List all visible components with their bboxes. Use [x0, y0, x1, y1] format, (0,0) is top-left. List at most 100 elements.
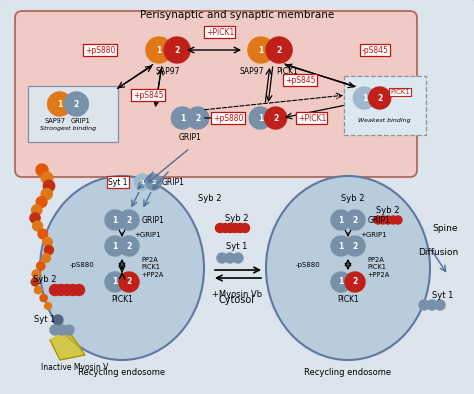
Circle shape	[266, 37, 292, 63]
Circle shape	[248, 37, 274, 63]
Circle shape	[32, 270, 40, 278]
Ellipse shape	[266, 176, 430, 360]
Ellipse shape	[40, 176, 204, 360]
Text: Syt 1: Syt 1	[432, 290, 453, 299]
Text: 1: 1	[57, 100, 62, 108]
Text: +pS880: +pS880	[213, 113, 243, 123]
Text: 1: 1	[112, 242, 118, 251]
Text: Syb 2: Syb 2	[341, 193, 365, 203]
Text: PICK1: PICK1	[367, 264, 386, 270]
Text: Recycling endosome: Recycling endosome	[304, 368, 392, 377]
Circle shape	[384, 216, 392, 224]
Circle shape	[331, 236, 351, 256]
Circle shape	[64, 325, 74, 335]
Circle shape	[225, 253, 235, 263]
Text: Syt 1: Syt 1	[34, 316, 55, 325]
Circle shape	[31, 278, 39, 286]
Circle shape	[331, 210, 351, 230]
Circle shape	[57, 325, 67, 335]
Circle shape	[67, 284, 79, 296]
Text: PP2A: PP2A	[141, 257, 158, 263]
Circle shape	[55, 284, 66, 296]
Circle shape	[379, 216, 387, 224]
Circle shape	[171, 107, 193, 129]
Text: SAP97: SAP97	[156, 67, 180, 76]
Circle shape	[45, 245, 54, 255]
Circle shape	[119, 272, 139, 292]
Text: +PP2A: +PP2A	[367, 272, 389, 278]
Circle shape	[38, 229, 47, 239]
Circle shape	[47, 92, 72, 116]
Text: Spine: Spine	[432, 223, 458, 232]
Circle shape	[64, 92, 88, 116]
Circle shape	[230, 223, 239, 232]
Circle shape	[217, 253, 227, 263]
Circle shape	[41, 188, 52, 199]
Circle shape	[233, 253, 243, 263]
Text: 2: 2	[273, 113, 278, 123]
FancyBboxPatch shape	[15, 11, 417, 177]
Text: Syt 1: Syt 1	[108, 178, 128, 186]
Circle shape	[36, 262, 45, 270]
Text: GRIP1: GRIP1	[71, 118, 91, 124]
Text: 2: 2	[276, 45, 282, 54]
Circle shape	[345, 210, 365, 230]
Polygon shape	[50, 330, 85, 360]
Text: +pS845: +pS845	[133, 91, 163, 100]
Text: 1: 1	[180, 113, 185, 123]
Text: +GRIP1: +GRIP1	[134, 232, 161, 238]
Text: 2: 2	[352, 216, 357, 225]
Circle shape	[369, 87, 391, 109]
Circle shape	[249, 107, 271, 129]
Text: PICK1: PICK1	[390, 89, 410, 95]
FancyBboxPatch shape	[344, 76, 426, 135]
Text: +PICK1: +PICK1	[298, 113, 326, 123]
Circle shape	[42, 254, 50, 262]
Circle shape	[331, 272, 351, 292]
Circle shape	[345, 272, 365, 292]
Circle shape	[105, 272, 125, 292]
Circle shape	[36, 164, 48, 176]
Text: 2: 2	[151, 180, 156, 184]
FancyBboxPatch shape	[28, 86, 118, 142]
Circle shape	[164, 37, 190, 63]
Text: -pS845: -pS845	[362, 45, 388, 54]
Circle shape	[345, 236, 365, 256]
Circle shape	[35, 286, 42, 294]
Text: 1: 1	[258, 113, 263, 123]
Text: Diffusion: Diffusion	[418, 247, 458, 256]
Circle shape	[53, 315, 63, 325]
Circle shape	[31, 205, 42, 215]
Text: +pS845: +pS845	[285, 76, 315, 84]
Text: 2: 2	[127, 216, 132, 225]
Circle shape	[187, 107, 209, 129]
Circle shape	[435, 300, 445, 310]
Circle shape	[73, 284, 84, 296]
Circle shape	[374, 216, 382, 224]
Circle shape	[226, 223, 235, 232]
Text: 1: 1	[112, 216, 118, 225]
Circle shape	[216, 223, 225, 232]
Text: GRIP1: GRIP1	[179, 133, 201, 142]
Text: Inactive Myosin V: Inactive Myosin V	[41, 363, 109, 372]
Text: Perisynaptic and synaptic membrane: Perisynaptic and synaptic membrane	[140, 10, 334, 20]
Circle shape	[105, 236, 125, 256]
Text: 2: 2	[352, 242, 357, 251]
Circle shape	[389, 216, 397, 224]
Text: +pS880: +pS880	[85, 45, 115, 54]
Text: 1: 1	[362, 93, 367, 102]
Circle shape	[119, 210, 139, 230]
Text: PICK1: PICK1	[111, 295, 133, 304]
Text: Recycling endosome: Recycling endosome	[78, 368, 165, 377]
Circle shape	[119, 236, 139, 256]
Text: 1: 1	[112, 277, 118, 286]
Text: GRIP1: GRIP1	[142, 216, 165, 225]
Circle shape	[36, 197, 47, 207]
Text: +PICK1: +PICK1	[206, 28, 234, 37]
Circle shape	[240, 223, 249, 232]
Circle shape	[146, 37, 172, 63]
Text: Syt 1: Syt 1	[226, 242, 248, 251]
Text: PP2A: PP2A	[367, 257, 384, 263]
Text: 1: 1	[156, 45, 162, 54]
Text: Syb 2: Syb 2	[33, 275, 57, 284]
